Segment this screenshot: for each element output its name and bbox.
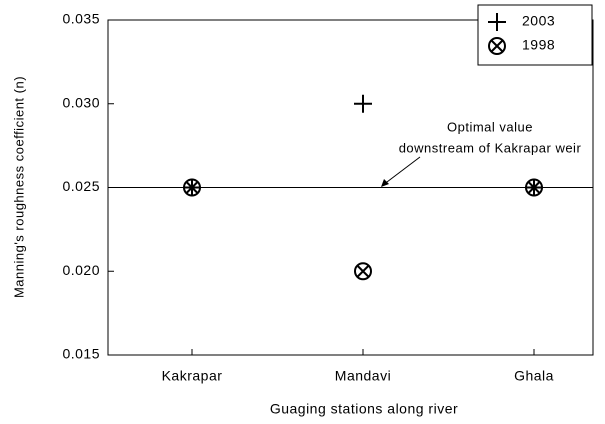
marker-part [183,178,201,197]
y-axis-title: Manning's roughness coefficient (n) [11,76,26,298]
marker-part [488,37,506,55]
annotation-arrowhead [381,179,389,187]
y-tick-label: 0.035 [62,11,100,27]
marker-part [490,39,504,53]
y-tick-label: 0.020 [62,262,100,278]
marker-part [527,180,541,195]
x-tick-label: Kakrapar [162,368,223,384]
x-tick-label: Mandavi [335,368,391,384]
point [525,178,543,197]
point [354,262,372,281]
marker-part [525,178,543,197]
x-tick-label: Ghala [514,368,554,384]
x-axis-title: Guaging stations along river [270,401,458,417]
y-tick-label: 0.015 [62,346,100,362]
point [354,94,372,113]
annotation: Optimal value [447,119,533,134]
marker-part [356,264,370,278]
legend-marker [488,37,506,55]
point [183,178,201,197]
legend-marker [488,13,506,31]
marker-part [354,262,372,281]
marker-part [185,180,199,195]
y-tick-label: 0.025 [62,178,100,194]
y-tick-label: 0.030 [62,94,100,110]
legend-label: 2003 [522,13,555,29]
legend-label: 1998 [522,37,555,53]
annotation: downstream of Kakrapar weir [399,140,582,155]
annotation-arrow [382,156,421,186]
